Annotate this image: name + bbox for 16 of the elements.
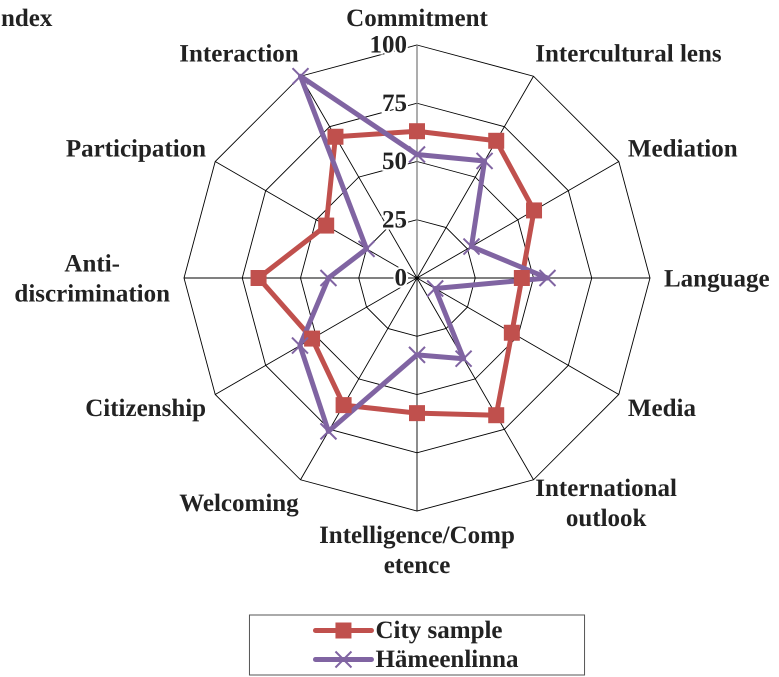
- spoke-label: Intercultural lens: [535, 40, 722, 68]
- y-tick-label: 100: [370, 32, 407, 58]
- spoke-label: Media: [628, 395, 696, 422]
- spoke-label: International outlook: [535, 474, 678, 532]
- spoke-label: Interaction: [179, 40, 299, 68]
- spoke-label: Commitment: [346, 5, 488, 32]
- spoke-label: Citizenship: [85, 395, 206, 422]
- spoke-label: Language: [664, 265, 770, 292]
- spoke-label: Anti-discrimination: [14, 250, 170, 308]
- legend-label: City sample: [375, 617, 503, 644]
- chart-title: ndex: [1, 5, 53, 32]
- spoke-label: Welcoming: [179, 490, 300, 517]
- spoke-label: Participation: [66, 136, 206, 162]
- spoke-label: Mediation: [628, 136, 738, 162]
- legend-label: Hämeenlinna: [375, 646, 520, 673]
- spoke-label: Intelligence/Competence: [319, 522, 515, 579]
